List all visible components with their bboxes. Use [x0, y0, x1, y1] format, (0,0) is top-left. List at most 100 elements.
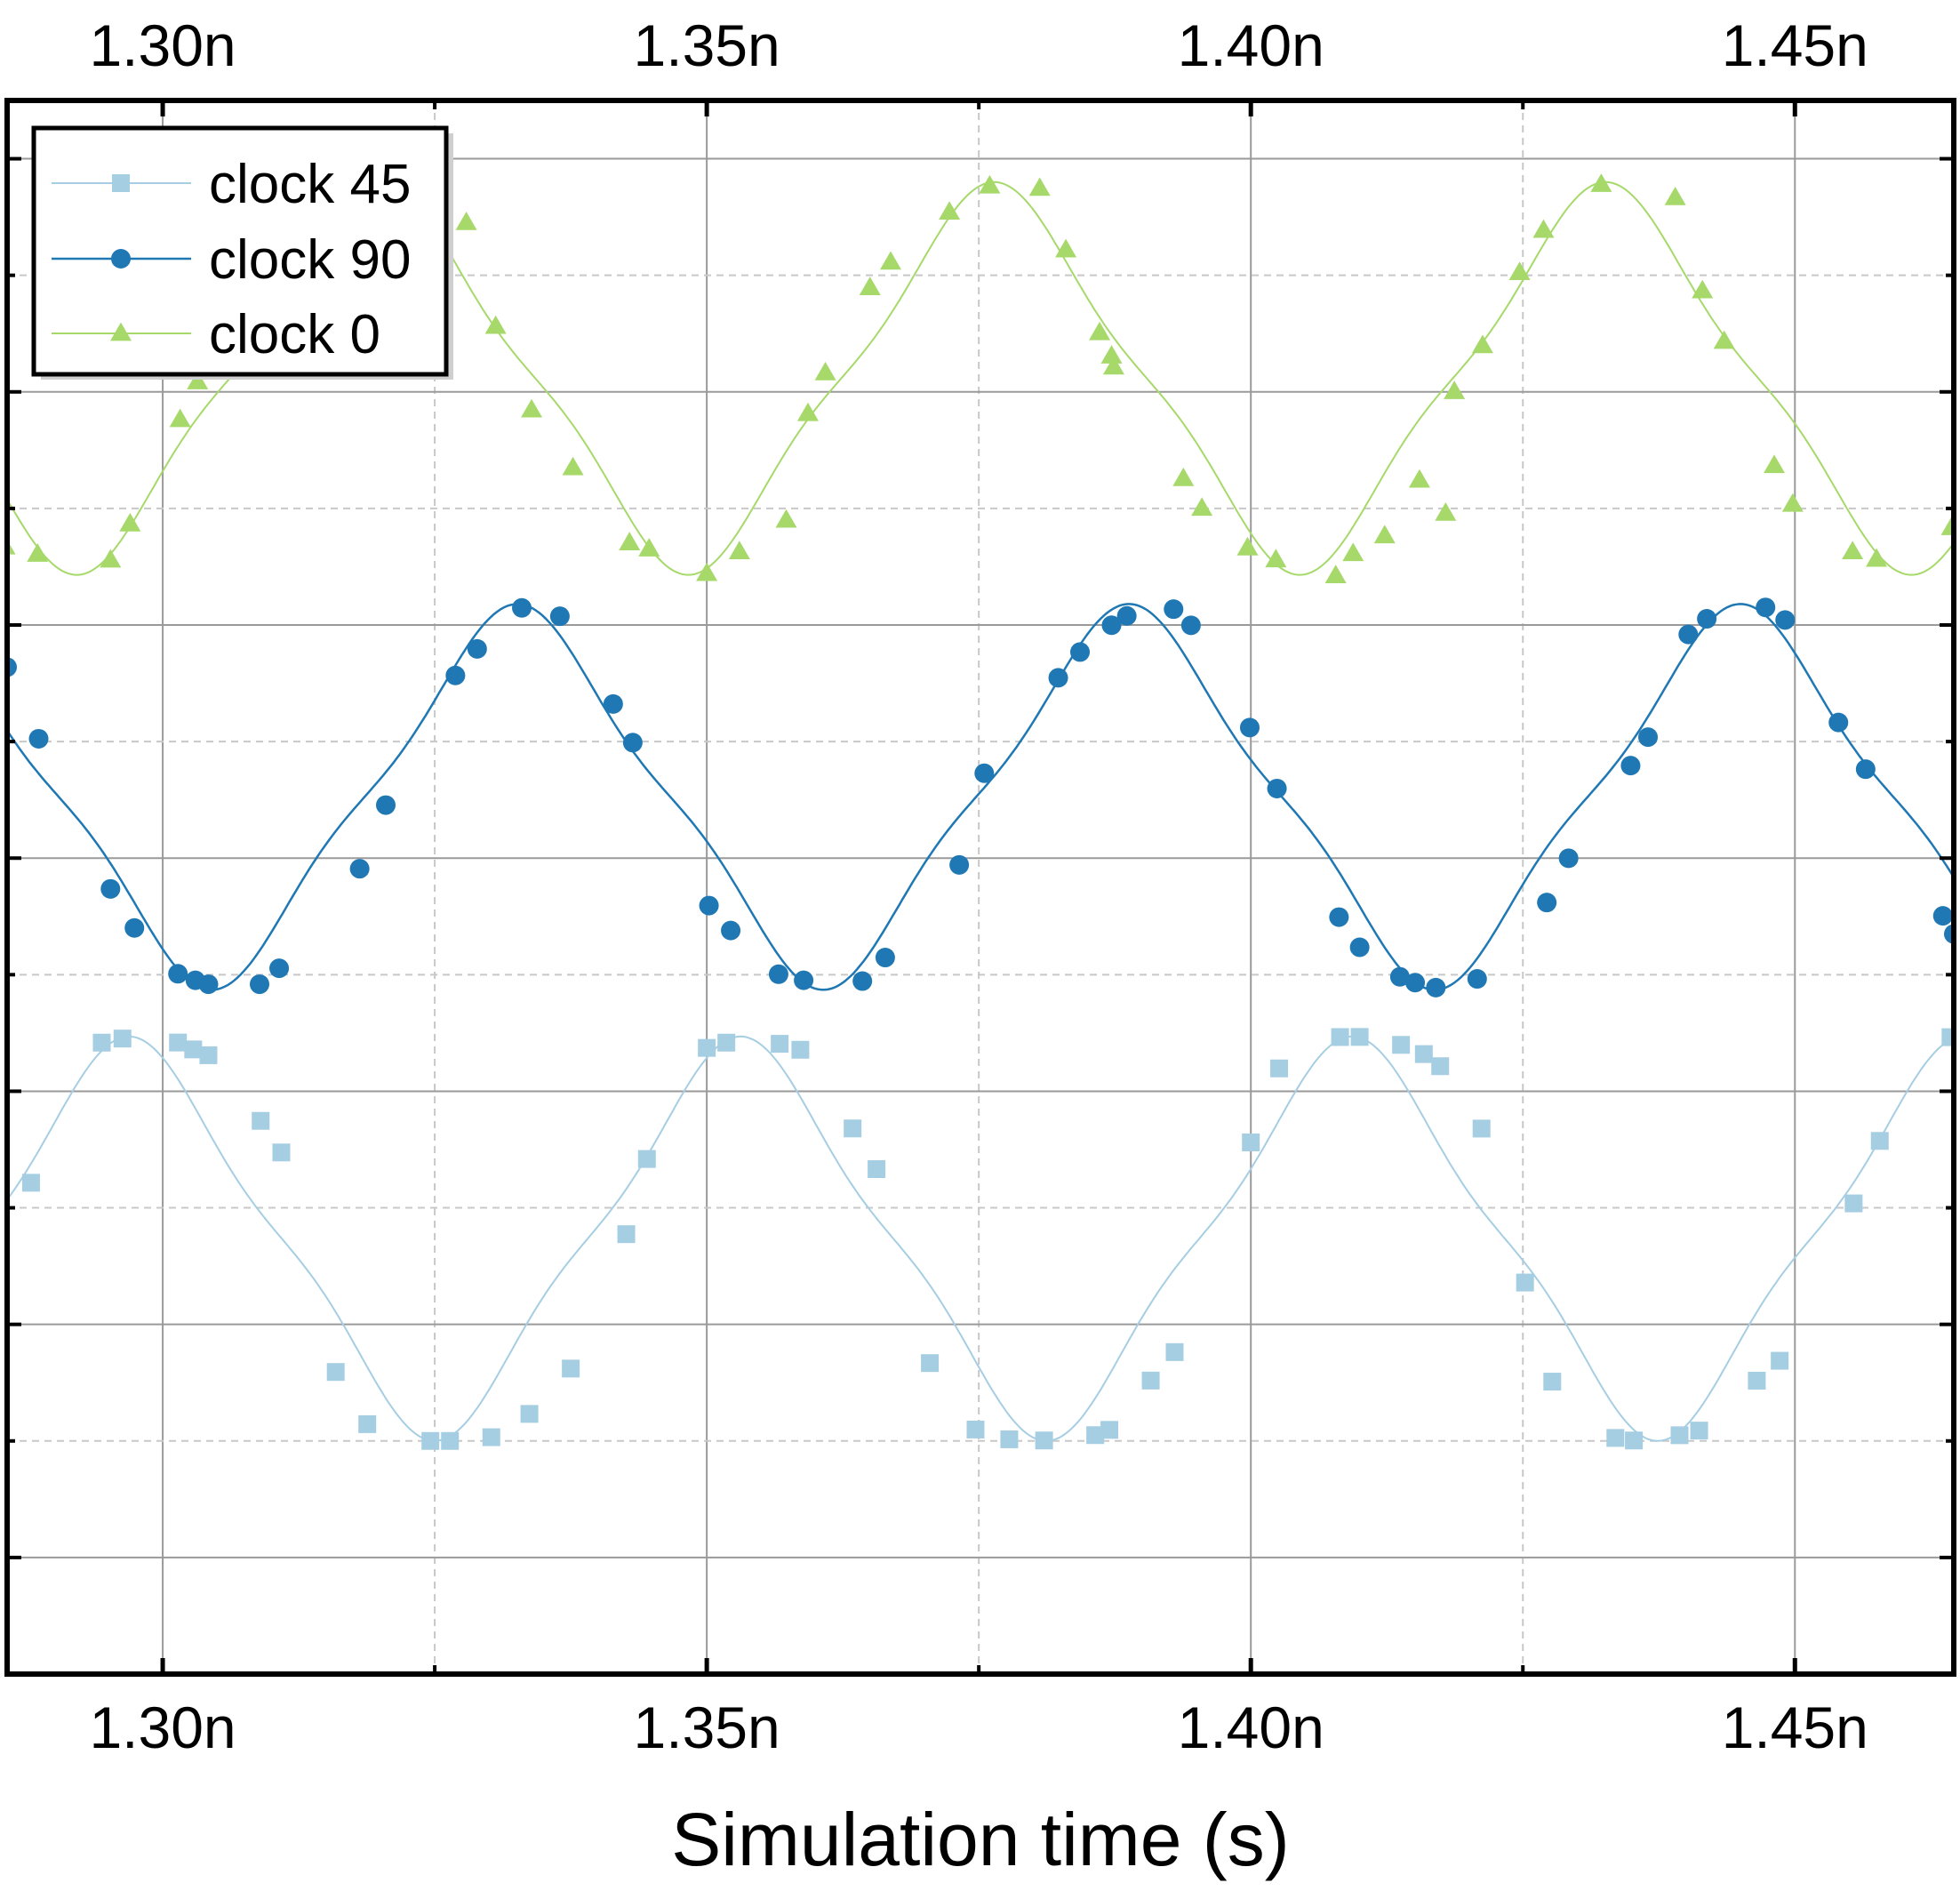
- data-point-triangle: [1590, 173, 1612, 192]
- data-point-square: [1516, 1273, 1534, 1292]
- data-point-circle: [1164, 599, 1184, 620]
- data-point-triangle: [859, 276, 881, 295]
- data-point-circle: [721, 920, 741, 941]
- data-point-triangle: [1342, 542, 1364, 562]
- data-point-circle: [1389, 966, 1410, 987]
- data-point-circle: [28, 728, 49, 749]
- data-point-square: [1000, 1430, 1019, 1448]
- data-point-triangle: [638, 538, 660, 557]
- data-point-square: [1670, 1426, 1689, 1445]
- data-point-circle: [376, 795, 396, 815]
- data-point-circle: [1048, 668, 1068, 688]
- data-point-triangle: [1764, 454, 1786, 474]
- data-point-square: [1100, 1421, 1119, 1439]
- data-point-triangle: [619, 532, 641, 550]
- data-point-triangle: [939, 201, 961, 220]
- data-point-triangle: [979, 174, 1001, 194]
- data-point-triangle: [27, 543, 49, 562]
- data-point-triangle: [880, 251, 902, 270]
- data-point-triangle: [562, 456, 584, 476]
- data-point-triangle: [1664, 186, 1686, 205]
- data-point-circle: [1426, 977, 1446, 998]
- data-point-triangle: [1471, 334, 1493, 354]
- data-point-square: [358, 1414, 377, 1433]
- data-point-circle: [250, 974, 270, 995]
- data-point-square: [1870, 1132, 1889, 1150]
- data-point-square: [252, 1111, 270, 1130]
- data-point-square: [1242, 1134, 1260, 1152]
- data-point-triangle: [1940, 517, 1954, 535]
- data-point-circle: [603, 693, 623, 714]
- data-point-circle: [1537, 893, 1557, 913]
- data-point-square: [421, 1431, 440, 1450]
- data-point-triangle: [1408, 469, 1430, 488]
- data-point-circle: [768, 964, 788, 984]
- data-point-triangle: [1100, 345, 1123, 364]
- x-tick-label-top: 1.35n: [634, 12, 780, 78]
- data-point-triangle: [814, 362, 836, 381]
- data-point-circle: [949, 854, 970, 875]
- data-point-square: [1748, 1371, 1766, 1390]
- data-point-circle: [1101, 615, 1122, 636]
- data-point-triangle: [187, 371, 209, 389]
- data-point-triangle: [1842, 541, 1864, 560]
- data-point-triangle: [775, 509, 797, 528]
- data-point-square: [966, 1420, 985, 1438]
- data-point-square: [1690, 1422, 1708, 1440]
- data-point-circle: [100, 878, 121, 899]
- data-point-triangle: [119, 512, 141, 532]
- data-point-triangle: [1236, 536, 1259, 556]
- data-point-circle: [852, 971, 873, 991]
- data-point-square: [1414, 1045, 1433, 1063]
- data-point-circle: [512, 597, 532, 618]
- tick-labels: 1.30n 1.30n 1.35n 1.35n 1.40n 1.40n 1.45n 1.45n: [89, 12, 1868, 1760]
- data-point-circle: [198, 974, 219, 995]
- data-point-square: [1543, 1373, 1562, 1391]
- data-point-square: [617, 1225, 636, 1244]
- data-point-circle: [794, 970, 814, 990]
- data-point-circle: [1558, 848, 1579, 869]
- data-point-square: [199, 1046, 218, 1064]
- data-point-circle: [1267, 778, 1287, 798]
- data-point-square: [21, 1174, 40, 1192]
- data-point-square: [844, 1119, 862, 1138]
- data-point-triangle: [1435, 501, 1457, 521]
- data-point-triangle: [1508, 261, 1531, 281]
- data-point-square: [1035, 1431, 1053, 1450]
- data-point-circle: [168, 964, 188, 984]
- data-point-circle: [1070, 642, 1091, 662]
- x-tick-label-bottom: 1.45n: [1722, 1695, 1868, 1760]
- data-point-circle: [1638, 727, 1659, 748]
- x-tick-label-bottom: 1.40n: [1178, 1695, 1324, 1760]
- data-point-square: [1086, 1426, 1105, 1445]
- data-point-circle: [1349, 937, 1370, 958]
- data-point-triangle: [1265, 549, 1287, 568]
- data-point-square: [1771, 1351, 1789, 1370]
- data-point-circle: [1775, 610, 1796, 630]
- data-point-circle: [1697, 609, 1717, 629]
- data-point-square: [1941, 1028, 1954, 1046]
- data-point-square: [1472, 1119, 1491, 1138]
- x-tick-label-top: 1.40n: [1178, 12, 1324, 78]
- data-point-triangle: [696, 562, 718, 581]
- data-point-square: [441, 1431, 460, 1450]
- data-point-square: [791, 1040, 810, 1059]
- data-point-circle: [1855, 759, 1876, 780]
- data-point-square: [482, 1428, 500, 1446]
- data-point-square: [1165, 1342, 1184, 1361]
- data-point-square: [637, 1150, 656, 1168]
- x-axis-title: Simulation time (s): [671, 1798, 1290, 1881]
- data-point-circle: [1405, 973, 1426, 993]
- series-line: [7, 1035, 1954, 1442]
- data-point-circle: [1239, 717, 1260, 738]
- data-point-circle: [445, 665, 466, 685]
- data-point-square: [1431, 1057, 1450, 1076]
- data-point-triangle: [169, 408, 191, 428]
- data-point-triangle: [484, 315, 507, 334]
- data-point-triangle: [1532, 219, 1555, 238]
- data-point-circle: [622, 733, 643, 753]
- data-point-triangle: [1191, 497, 1213, 517]
- data-point-triangle: [455, 212, 477, 230]
- series-clock-45: [7, 1028, 1954, 1450]
- data-point-square: [698, 1038, 716, 1057]
